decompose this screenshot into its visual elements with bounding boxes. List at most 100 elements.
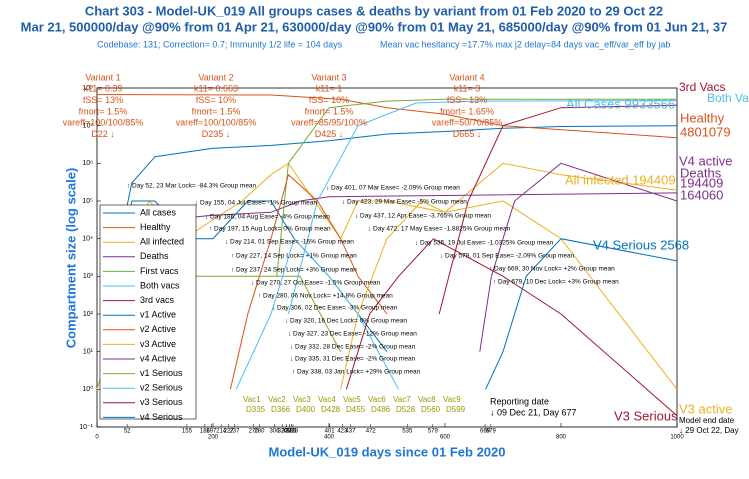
vac-label: Vac9 [443, 395, 461, 404]
x-tick-label: 600 [440, 435, 451, 441]
event-annotation: ↑ Day 679, 10 Dec Lock= +3% Group mean [493, 279, 619, 286]
event-annotation: ↓ Day 270, 27 Oct Ease= -1.5% Group mean [251, 280, 381, 287]
series-line [235, 237, 400, 390]
event-annotation: ↑ Day 280, 06 Nov Lock= +14.8% Group mea… [258, 293, 393, 300]
end-label: V4 active [679, 153, 732, 168]
y-tick-label: 10⁴ [82, 236, 93, 243]
event-day-label: 186 [200, 429, 211, 435]
event-annotation: ↑ Day 338, 03 Jan Lock= +29% Group mean [292, 369, 421, 376]
event-day-label: 280 [254, 429, 265, 435]
variant-info: D22 ↓ [91, 129, 115, 139]
event-annotation: ↓ Day 579, 01 Sep Ease= -2.09% Group mea… [440, 253, 575, 260]
variant-info: vareff=100/100/85% [63, 118, 144, 128]
vac-label: Vac8 [418, 395, 436, 404]
vac-day-label: D528 [396, 405, 416, 414]
legend-label: v3 Active [140, 339, 176, 349]
event-annotation: ↓ Day 327, 23 Dec Ease= -12% Group mean [288, 331, 417, 338]
variant-info: Variant 2 [198, 72, 233, 82]
event-annotation: ↓ Day 535, 19 Jul Ease= -1.0325% Group m… [415, 240, 554, 247]
event-annotation: ↑ Day 197, 15 Aug Lock= 0% Group mean [209, 226, 331, 233]
event-annotation: ↓ Day 214, 01 Sep Ease= -16% Group mean [225, 239, 354, 246]
event-annotation: ↑ Day 237, 24 Sep Lock= +3% Group mean [231, 267, 357, 274]
variant-info: fSS= 13% [83, 95, 123, 105]
variant-info: k11= 3 [454, 84, 481, 94]
legend-label: Both vacs [140, 280, 180, 290]
event-annotation: ↓ Day 401, 07 Mar Ease= -2.09% Group mea… [326, 185, 460, 192]
vac-day-label: D335 [246, 405, 266, 414]
end-label: 194409 [680, 175, 723, 190]
vac-day-label: D455 [346, 405, 366, 414]
y-tick-label: 10⁰ [82, 385, 93, 393]
variant-info: fmort= 1.5% [79, 106, 128, 116]
variant-info: k11= 1 [316, 84, 343, 94]
event-day-label: 401 [325, 429, 336, 435]
end-label: V4 Serious 2568 [593, 237, 689, 252]
legend-label: All cases [140, 207, 177, 217]
series-line [479, 162, 678, 352]
series-line [340, 200, 678, 390]
x-tick-label: 0 [95, 435, 99, 441]
x-axis-label: Model-UK_019 days since 01 Feb 2020 [268, 444, 505, 459]
event-day-label: 437 [345, 429, 356, 435]
legend-label: Deaths [140, 251, 169, 261]
legend-label: v2 Serious [140, 383, 183, 393]
variant-info: fSS= 13% [447, 95, 487, 105]
legend-label: Healthy [140, 222, 171, 232]
variant-info: fmort= 1.5% [305, 106, 354, 116]
vac-day-label: D599 [446, 405, 466, 414]
legend-label: v2 Active [140, 324, 176, 334]
variant-info: fmort= 1.5% [192, 106, 241, 116]
model-end-date: ↓ 29 Oct 22, Day [679, 426, 739, 435]
end-label: Healthy [680, 110, 725, 125]
event-day-label: 579 [428, 429, 439, 435]
end-label: V3 Serious [614, 408, 678, 423]
x-tick-label: 200 [208, 435, 219, 441]
variant-info: Variant 3 [311, 72, 346, 82]
info-right: Mean vac hesitancy =17.7% max j2 delay=8… [380, 39, 670, 49]
end-label: All Cases 9933566 [566, 96, 675, 111]
legend-label: All infected [140, 237, 184, 247]
chart-subtitle: Mar 21, 500000/day @90% from 01 Apr 21, … [21, 19, 728, 34]
vac-label: Vac6 [368, 395, 386, 404]
vac-label: Vac1 [243, 395, 261, 404]
event-day-label: 679 [486, 429, 497, 435]
legend-label: v1 Active [140, 310, 176, 320]
legend-label: v4 Serious [140, 412, 183, 422]
event-day-label: 535 [402, 429, 413, 435]
variant-info: Variant 1 [85, 72, 120, 82]
event-annotation: ↓ Day 332, 28 Dec Ease= -2% Group mean [290, 344, 416, 351]
reporting-date: ↓ 09 Dec 21, Day 677 [490, 407, 577, 417]
event-day-label: 197 [206, 429, 217, 435]
y-tick-label: 10¹ [83, 349, 94, 356]
event-annotation: ↓ Day 186, 04 Aug Ease= -4% Group mean [205, 214, 330, 221]
y-tick-label: 10⁸ [82, 85, 93, 92]
variant-info: fmort= 1.65% [440, 106, 494, 116]
vac-label: Vac3 [293, 395, 311, 404]
vac-day-label: D400 [296, 405, 316, 414]
event-day-label: 237 [229, 429, 240, 435]
event-day-label: 327 [282, 429, 293, 435]
event-annotation: ↓ Day 335, 31 Dec Ease= -2% Group mean [290, 356, 416, 363]
vac-day-label: D560 [421, 405, 441, 414]
chart-title: Chart 303 - Model-UK_019 All groups case… [85, 3, 663, 18]
event-day-label: 320 [278, 429, 289, 435]
event-day-label: 214 [216, 429, 227, 435]
y-tick-label: 10⁶ [82, 160, 93, 167]
vac-label: Vac4 [318, 395, 336, 404]
legend-label: First vacs [140, 266, 179, 276]
end-label: V3 active [679, 401, 732, 416]
vac-day-label: D486 [371, 405, 391, 414]
event-day-label: 332 [285, 429, 296, 435]
event-day-label: 306 [269, 429, 280, 435]
end-label: Both Vacs [707, 91, 749, 105]
event-day-label: 227 [224, 429, 235, 435]
info-left: Codebase: 131; Correction= 0.7; Immunity… [97, 39, 343, 49]
legend-label: v3 Serious [140, 397, 183, 407]
series-line [287, 100, 678, 315]
end-label: Deaths [680, 165, 722, 180]
variant-info: vareff=85/95/100% [291, 118, 367, 128]
event-annotation: ↑ Day 227, 14 Sep Lock= +1% Group mean [231, 253, 357, 260]
series-line [229, 173, 388, 390]
series-line [438, 104, 678, 315]
